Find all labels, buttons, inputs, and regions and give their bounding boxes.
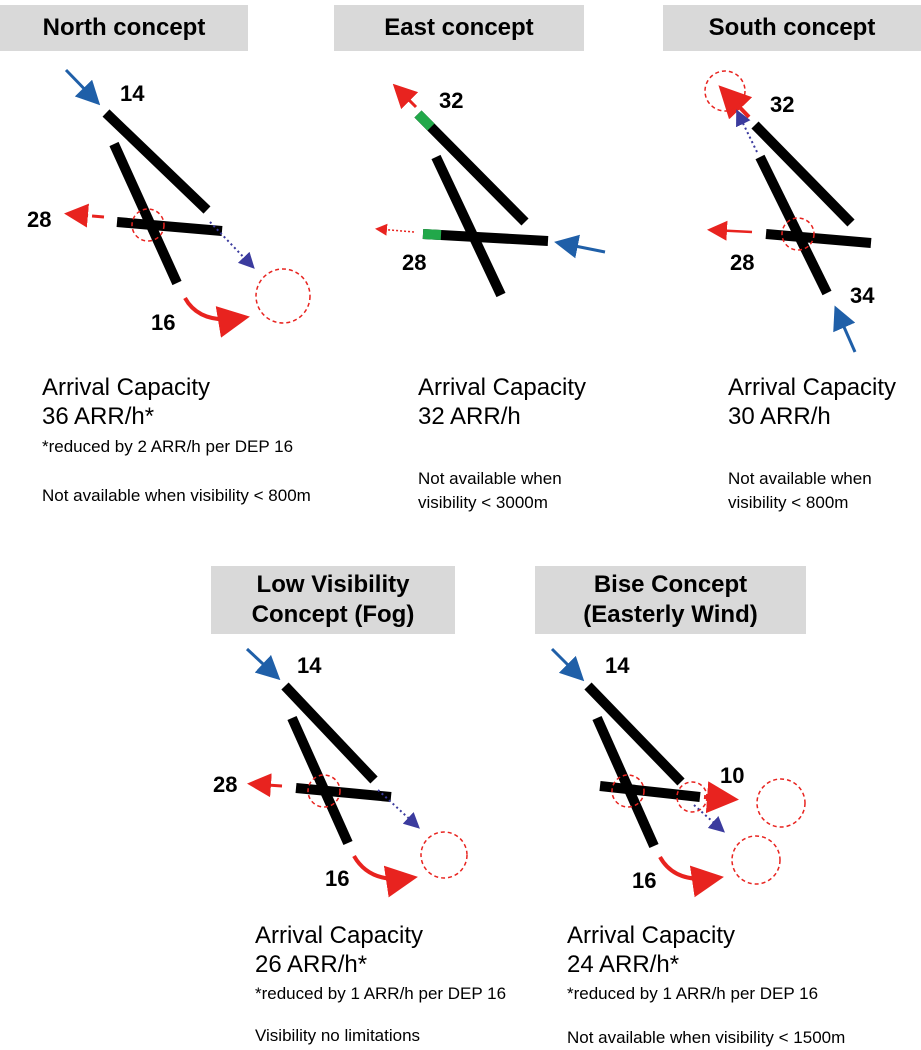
runway-label-28: 28 xyxy=(730,250,754,275)
runway-label-28: 28 xyxy=(213,772,237,797)
north-concept-header: North concept xyxy=(0,5,248,51)
east-capacity-label: Arrival Capacity xyxy=(418,374,587,401)
arrival-arrow-14 xyxy=(550,647,585,682)
runway-label-14: 14 xyxy=(297,653,322,678)
departure-arrow-10 xyxy=(703,781,739,814)
runway-14-32 xyxy=(102,109,211,214)
conflict-circle-threshold-10 xyxy=(676,781,708,813)
south-concept-header: South concept xyxy=(663,5,921,51)
departure-arrow-28 xyxy=(707,220,753,241)
south-capacity-value: 30 ARR/h xyxy=(728,403,831,430)
low-visibility-footnote: *reduced by 1 ARR/h per DEP 16 xyxy=(255,984,507,1003)
departure-zone-circle-16 xyxy=(731,835,781,885)
runway-label-16: 16 xyxy=(632,868,656,893)
south-capacity-label: Arrival Capacity xyxy=(728,374,897,401)
runway-label-16: 16 xyxy=(325,866,349,891)
runway-10-28 xyxy=(765,229,872,248)
runway-14-32 xyxy=(751,121,855,227)
runway-label-34: 34 xyxy=(850,283,875,308)
bise-concept-header: Bise Concept (Easterly Wind) xyxy=(535,566,806,634)
conflict-circle-intersection xyxy=(307,774,341,808)
north-concept-diagram: 14 28 16 xyxy=(27,68,311,338)
runway-16-34 xyxy=(755,154,832,296)
bise-concept-diagram: 14 10 16 xyxy=(550,647,806,898)
runway-10-28 xyxy=(599,781,701,802)
departure-zone-circle xyxy=(255,268,311,324)
runway-14-32 xyxy=(281,682,378,784)
departure-arrow-32 xyxy=(392,83,419,110)
runway-14-32 xyxy=(414,110,529,226)
departure-zone-circle-10 xyxy=(756,778,806,828)
departure-arrow-28 xyxy=(64,203,105,228)
arrival-arrow-34 xyxy=(833,305,857,353)
runway-10-28 xyxy=(116,217,223,236)
runway-label-28: 28 xyxy=(402,250,426,275)
departure-arrow-28 xyxy=(247,773,283,798)
arrival-arrow-10 xyxy=(554,234,606,259)
runway-label-10: 10 xyxy=(720,763,744,788)
north-capacity-label: Arrival Capacity xyxy=(42,374,211,401)
departure-zone-circle xyxy=(420,831,468,879)
north-footnote: *reduced by 2 ARR/h per DEP 16 xyxy=(42,437,294,456)
east-availability-line2: visibility < 3000m xyxy=(418,493,548,512)
low-visibility-title-line2: Concept (Fog) xyxy=(251,601,415,628)
low-visibility-capacity-value: 26 ARR/h* xyxy=(255,951,368,978)
runway-label-16: 16 xyxy=(151,310,175,335)
south-availability-line1: Not available when xyxy=(728,469,872,488)
runway-16-34 xyxy=(431,154,506,298)
arrival-arrow-14 xyxy=(64,68,101,106)
low-visibility-concept-header: Low Visibility Concept (Fog) xyxy=(211,566,455,634)
north-capacity-value: 36 ARR/h* xyxy=(42,403,155,430)
departure-arrow-16 xyxy=(183,296,250,338)
runway-16-34 xyxy=(109,141,182,286)
bise-capacity-label: Arrival Capacity xyxy=(567,922,736,949)
dotted-link xyxy=(209,221,255,269)
low-visibility-capacity-label: Arrival Capacity xyxy=(255,922,424,949)
runway-label-14: 14 xyxy=(120,81,145,106)
north-availability: Not available when visibility < 800m xyxy=(42,486,311,505)
east-capacity-value: 32 ARR/h xyxy=(418,403,521,430)
south-availability-line2: visibility < 800m xyxy=(728,493,849,512)
east-concept-header: East concept xyxy=(334,5,584,51)
runway-10-28 xyxy=(295,783,392,802)
runway-label-28: 28 xyxy=(27,207,51,232)
departure-arrow-28 xyxy=(375,223,415,236)
runway-14-32 xyxy=(584,682,685,786)
runway-16-34 xyxy=(287,715,353,846)
departure-arrow-16 xyxy=(658,855,724,898)
conflict-circle-intersection xyxy=(781,217,815,251)
bise-availability: Not available when visibility < 1500m xyxy=(567,1028,846,1047)
east-concept-diagram: 32 28 xyxy=(375,83,606,298)
low-visibility-concept-diagram: 14 28 16 xyxy=(213,647,468,898)
dotted-link xyxy=(693,804,725,833)
runway-10-28 xyxy=(422,229,549,246)
east-concept-title: East concept xyxy=(384,14,534,41)
threshold-mark-32 xyxy=(414,110,435,131)
low-visibility-availability: Visibility no limitations xyxy=(255,1026,421,1045)
low-visibility-title-line1: Low Visibility xyxy=(256,571,410,598)
threshold-mark-28 xyxy=(422,229,442,240)
conflict-circle-intersection xyxy=(611,774,645,808)
arrival-arrow-14 xyxy=(245,647,281,681)
departure-zone-circle xyxy=(704,70,746,112)
departure-arrow-16 xyxy=(352,854,418,898)
bise-footnote: *reduced by 1 ARR/h per DEP 16 xyxy=(567,984,819,1003)
south-concept-diagram: 32 28 34 xyxy=(704,70,875,353)
runway-label-32: 32 xyxy=(439,88,463,113)
runway-label-32: 32 xyxy=(770,92,794,117)
dotted-link xyxy=(736,109,758,153)
dotted-link xyxy=(377,789,420,829)
east-availability-line1: Not available when xyxy=(418,469,562,488)
bise-capacity-value: 24 ARR/h* xyxy=(567,951,680,978)
bise-title-line2: (Easterly Wind) xyxy=(583,601,758,628)
runway-16-34 xyxy=(592,715,659,849)
runway-label-14: 14 xyxy=(605,653,630,678)
conflict-circle-intersection xyxy=(131,208,165,242)
bise-title-line1: Bise Concept xyxy=(593,571,748,598)
south-concept-title: South concept xyxy=(708,14,876,41)
north-concept-title: North concept xyxy=(42,14,206,41)
